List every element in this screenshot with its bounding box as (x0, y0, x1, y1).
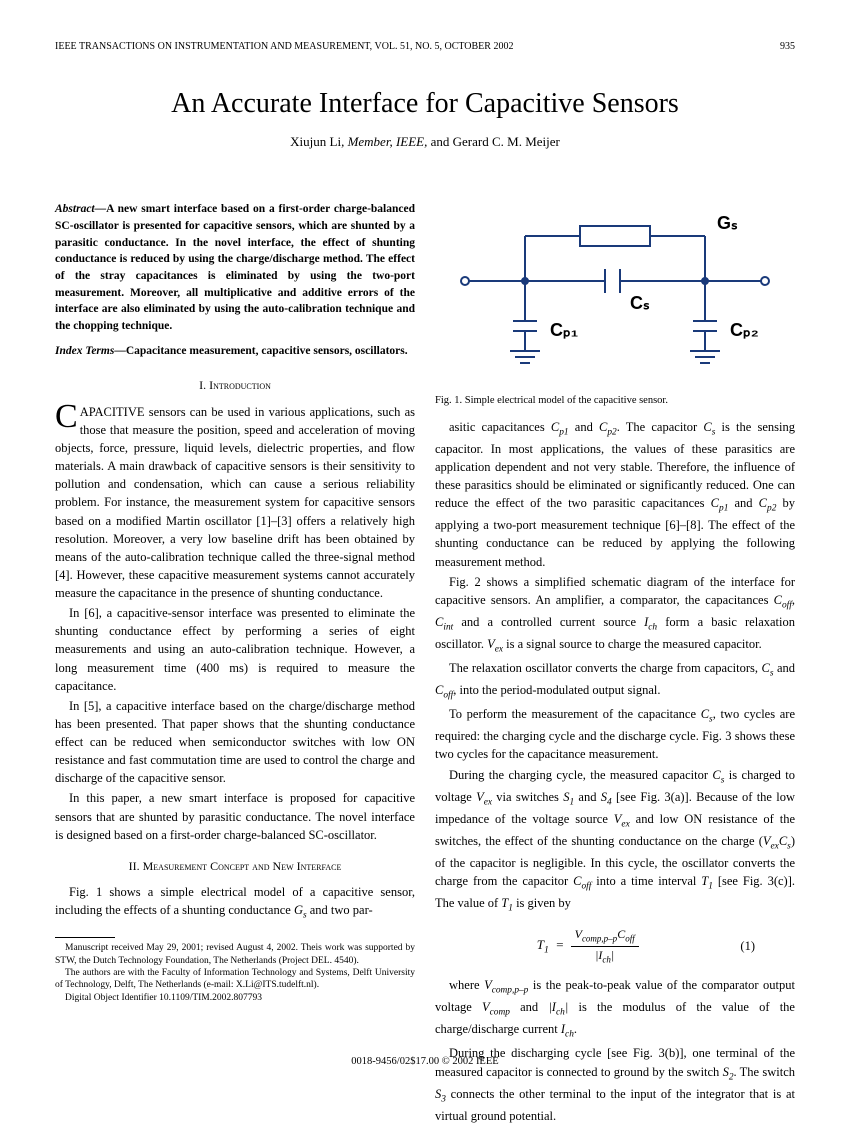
paper-title: An Accurate Interface for Capacitive Sen… (55, 84, 795, 123)
journal-header: IEEE TRANSACTIONS ON INSTRUMENTATION AND… (55, 40, 513, 54)
s1-p3: In [5], a capacitive interface based on … (55, 697, 415, 788)
footnote-rule (55, 937, 115, 938)
running-header: IEEE TRANSACTIONS ON INSTRUMENTATION AND… (55, 40, 795, 54)
s1-p1: CAPACITIVE sensors can be used in variou… (55, 403, 415, 602)
two-column-body: Abstract—A new smart interface based on … (55, 201, 795, 1127)
index-terms-block: Index Terms—Capacitance measurement, cap… (55, 343, 415, 360)
index-terms-text: Capacitance measurement, capacitive sens… (126, 345, 408, 357)
figure-1: Gₛ Cₛ Cₚ₁ Cₚ₂ Fig. 1. Simple electrical … (435, 201, 795, 407)
abstract-block: Abstract—A new smart interface based on … (55, 201, 415, 334)
label-cs: Cₛ (630, 293, 650, 313)
dropcap: C (55, 403, 80, 431)
author-line: Xiujun Li, Member, IEEE, and Gerard C. M… (55, 133, 795, 151)
s2-p7: where Vcomp,p–p is the peak-to-peak valu… (435, 976, 795, 1042)
s2-p2: asitic capacitances Cp1 and Cp2. The cap… (435, 418, 795, 571)
section-2-heading: II. Measurement Concept and New Interfac… (55, 858, 415, 875)
section-1-heading: I. Introduction (55, 377, 415, 394)
author-1: Xiujun Li (290, 134, 341, 149)
author-1-role: , Member, IEEE, (341, 134, 427, 149)
page-footer: 0018-9456/02$17.00 © 2002 IEEE (0, 1055, 850, 1070)
s2-p3: Fig. 2 shows a simplified schematic diag… (435, 573, 795, 657)
s2-p6: During the charging cycle, the measured … (435, 766, 795, 917)
s2-p1: Fig. 1 shows a simple electrical model o… (55, 883, 415, 923)
abstract-text: A new smart interface based on a first-o… (55, 203, 415, 332)
author-joiner: and (427, 134, 452, 149)
label-gs: Gₛ (717, 213, 738, 233)
footnote-1: Manuscript received May 29, 2001; revise… (55, 942, 415, 967)
s1-p2: In [6], a capacitive-sensor interface wa… (55, 604, 415, 695)
index-terms-label: Index Terms— (55, 345, 126, 357)
equation-1: T1 = Vcomp,p–pCoff |Ich| (1) (435, 926, 755, 966)
s1-p1-text: APACITIVE sensors can be used in various… (55, 405, 415, 600)
s1-p4: In this paper, a new smart interface is … (55, 789, 415, 843)
label-cp2: Cₚ₂ (730, 320, 759, 340)
abstract-label: Abstract— (55, 203, 106, 215)
circuit-diagram-icon: Gₛ Cₛ Cₚ₁ Cₚ₂ (435, 201, 795, 381)
s2-p5: To perform the measurement of the capaci… (435, 705, 795, 763)
page-number: 935 (780, 40, 795, 54)
eq-number: (1) (740, 937, 755, 955)
figure-1-caption: Fig. 1. Simple electrical model of the c… (435, 393, 795, 408)
footnote-3: Digital Object Identifier 10.1109/TIM.20… (55, 992, 415, 1004)
s2-p4: The relaxation oscillator converts the c… (435, 659, 795, 703)
label-cp1: Cₚ₁ (550, 320, 578, 340)
author-2: Gerard C. M. Meijer (453, 134, 560, 149)
footnote-2: The authors are with the Faculty of Info… (55, 967, 415, 992)
